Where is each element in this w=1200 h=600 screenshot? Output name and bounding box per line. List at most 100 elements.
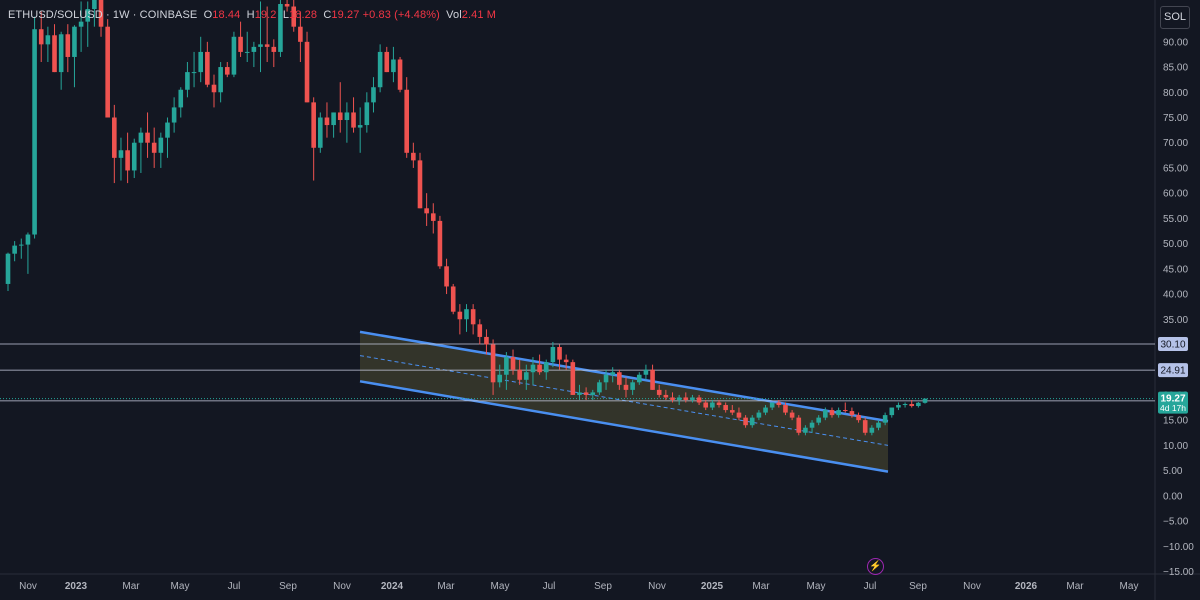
- candle-body: [756, 412, 762, 418]
- volume-value: 2.41 M: [461, 9, 496, 21]
- candle-body: [351, 112, 356, 128]
- candle-body: [922, 398, 928, 403]
- candle-body: [32, 29, 37, 235]
- candle-body: [869, 427, 875, 433]
- x-tick-label: 2026: [1015, 581, 1038, 592]
- change-value: +0.83 (+4.48%): [362, 9, 440, 21]
- y-tick-label: 90.00: [1163, 37, 1188, 48]
- y-tick-label: 65.00: [1163, 163, 1188, 174]
- candle-body: [211, 84, 217, 93]
- candle-body: [836, 410, 841, 416]
- candle-body: [251, 46, 257, 52]
- candle-body: [563, 359, 569, 363]
- candle-body: [105, 26, 110, 118]
- candle-body: [889, 407, 895, 416]
- candle-body: [723, 405, 728, 411]
- y-tick-label: 80.00: [1163, 88, 1188, 99]
- candle-body: [357, 125, 363, 128]
- candle-body: [278, 4, 283, 52]
- candle-body: [623, 384, 629, 390]
- last-price-label: 19.27: [1160, 394, 1185, 405]
- high-label: H: [246, 9, 255, 21]
- candle-body: [264, 44, 270, 47]
- x-tick-label: Mar: [122, 581, 140, 592]
- candle-body: [856, 415, 861, 421]
- y-tick-label: 75.00: [1163, 113, 1188, 124]
- candle-body: [896, 405, 901, 408]
- candle-body: [171, 107, 177, 123]
- candle-body: [417, 160, 423, 209]
- x-tick-label: Sep: [279, 581, 297, 592]
- candle-body: [12, 245, 17, 254]
- candle-body: [690, 397, 695, 400]
- candle-body: [404, 89, 409, 153]
- candle-body: [72, 26, 77, 57]
- candle-body: [311, 102, 316, 148]
- compare-symbol-button[interactable]: SOL: [1160, 6, 1190, 29]
- candle-body: [205, 51, 210, 85]
- low-value: 18.28: [289, 9, 318, 21]
- y-tick-label: 55.00: [1163, 214, 1188, 225]
- candle-body: [617, 372, 622, 385]
- y-tick-label: 60.00: [1163, 189, 1188, 200]
- candle-body: [557, 347, 562, 360]
- candle-body: [603, 374, 609, 383]
- candle-body: [298, 26, 303, 42]
- candle-body: [25, 234, 31, 245]
- candle-body: [743, 417, 748, 426]
- candle-body: [783, 405, 788, 413]
- channel-upper-line: [359, 330, 889, 423]
- candle-body: [636, 374, 642, 383]
- x-tick-label: Nov: [19, 581, 37, 592]
- candle-body: [92, 0, 97, 10]
- candle-body: [809, 422, 815, 428]
- y-tick-label: −5.00: [1163, 517, 1189, 528]
- x-tick-label: Mar: [752, 581, 770, 592]
- y-tick-label: 50.00: [1163, 239, 1188, 250]
- lightning-bolt-icon[interactable]: ⚡: [867, 558, 884, 575]
- last-price-tag: [1158, 391, 1188, 414]
- candle-body: [198, 51, 204, 73]
- y-tick-label: 15.00: [1163, 416, 1188, 427]
- candle-body: [138, 132, 144, 143]
- candle-body: [849, 411, 855, 416]
- y-tick-label: −15.00: [1163, 567, 1194, 578]
- candle-body: [18, 244, 24, 246]
- candle-body: [131, 142, 137, 171]
- candle-body: [125, 150, 130, 171]
- x-tick-label: 2023: [65, 581, 88, 592]
- x-tick-label: Nov: [333, 581, 351, 592]
- candle-body: [151, 142, 157, 153]
- y-tick-label: 0.00: [1163, 491, 1183, 502]
- y-tick-label: 40.00: [1163, 290, 1188, 301]
- candle-body: [291, 6, 297, 27]
- candle-body: [650, 369, 655, 390]
- candle-body: [118, 150, 124, 158]
- time-axis: Nov 2023 Mar May Jul Sep Nov 2024 Mar May Jul Sep No…: [19, 581, 1138, 592]
- candle-body: [5, 253, 11, 284]
- candle-body: [882, 415, 888, 423]
- candle-body: [510, 357, 516, 370]
- candle-body: [676, 397, 682, 400]
- candle-body: [258, 44, 263, 47]
- candle-body: [696, 397, 702, 403]
- candle-body: [145, 132, 150, 143]
- candle-body: [537, 364, 542, 373]
- candle-body: [577, 392, 582, 395]
- candle-body: [862, 420, 868, 433]
- y-tick-label: 5.00: [1163, 466, 1183, 477]
- level-tag: [1158, 363, 1188, 378]
- candle-body: [112, 117, 117, 158]
- candle-body: [318, 117, 323, 148]
- candle-body: [710, 402, 715, 408]
- candle-body: [58, 34, 64, 73]
- channel-mid-line: [359, 355, 889, 446]
- level-tag: [1158, 336, 1188, 351]
- open-value: 18.44: [212, 9, 241, 21]
- level-tag-label: 30.10: [1160, 339, 1185, 350]
- candle-body: [703, 402, 709, 408]
- level-tag-label: 24.91: [1160, 366, 1185, 377]
- candle-body: [902, 404, 908, 406]
- x-tick-label: 2025: [701, 581, 724, 592]
